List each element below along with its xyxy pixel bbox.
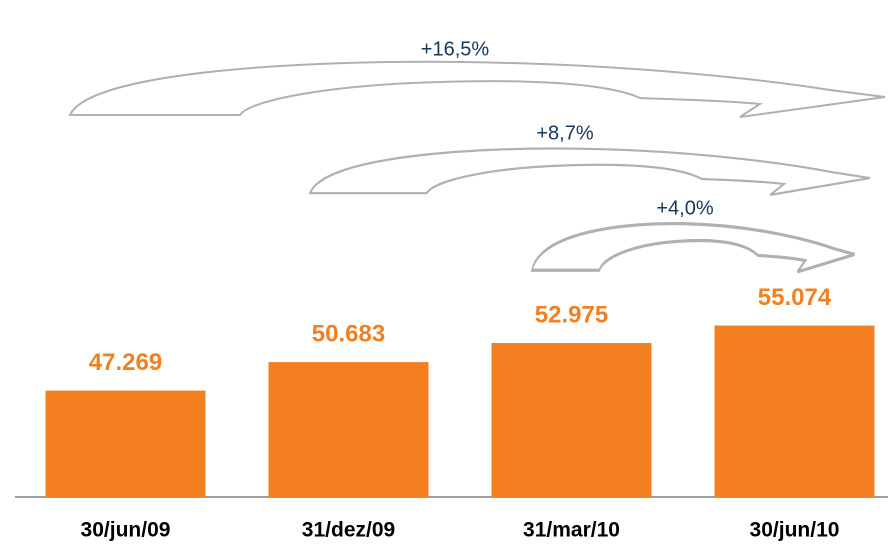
arrow	[308, 147, 871, 196]
value-label: 47.269	[89, 349, 162, 376]
x-tick-label: 31/mar/10	[523, 519, 620, 542]
arrow	[69, 60, 886, 118]
annotation: +16,5%	[421, 38, 490, 60]
value-label: 52.975	[535, 301, 608, 328]
x-tick-label: 30/jun/10	[750, 519, 840, 542]
value-label: 50.683	[312, 320, 385, 347]
annotation: +8,7%	[536, 122, 593, 144]
bar	[268, 362, 429, 497]
arrow	[530, 221, 857, 274]
bar	[491, 343, 652, 497]
value-label: 55.074	[758, 284, 832, 311]
bar	[45, 390, 206, 497]
x-tick-label: 31/dez/09	[302, 519, 395, 542]
bar	[714, 325, 875, 497]
x-tick-label: 30/jun/09	[81, 519, 171, 542]
annotation: +4,0%	[656, 197, 713, 219]
